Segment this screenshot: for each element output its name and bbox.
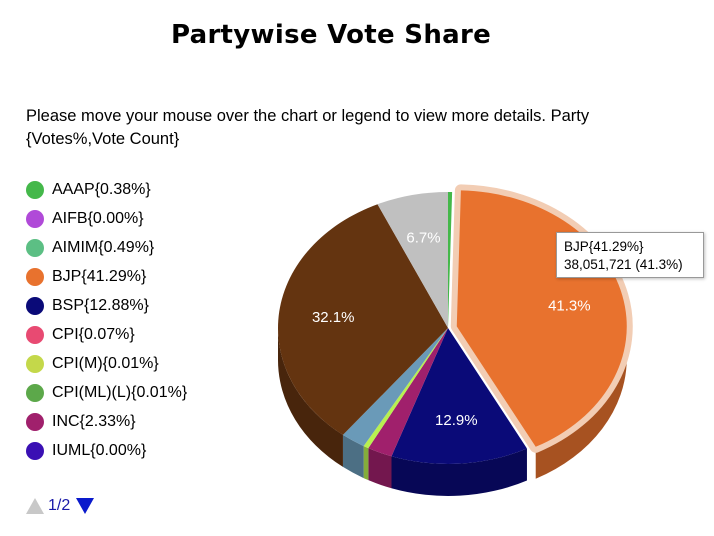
legend-label: CPI(M){0.01%} <box>52 354 159 372</box>
legend-label: IUML{0.00%} <box>52 441 147 459</box>
legend-swatch <box>26 296 44 315</box>
legend-label: INC{2.33%} <box>52 412 136 430</box>
chart-tooltip: BJP{41.29%} 38,051,721 (41.3%) <box>556 232 704 278</box>
legend-label: CPI{0.07%} <box>52 325 135 343</box>
pie-slice[interactable] <box>278 204 448 435</box>
pager-up-icon <box>26 498 44 514</box>
legend-swatch <box>26 238 44 257</box>
pie-slice[interactable] <box>448 192 453 328</box>
legend-item-aaap[interactable]: AAAP{0.38%} <box>26 175 187 204</box>
pie-slice[interactable] <box>342 328 448 447</box>
legend-swatch <box>26 267 44 286</box>
legend-item-aifb[interactable]: AIFB{0.00%} <box>26 204 187 233</box>
legend-item-cpi[interactable]: CPI{0.07%} <box>26 320 187 349</box>
pie-slice-side[interactable] <box>342 434 364 479</box>
legend-item-bsp[interactable]: BSP{12.88%} <box>26 291 187 320</box>
pie-slice[interactable] <box>391 328 527 464</box>
legend-item-iuml[interactable]: IUML{0.00%} <box>26 436 187 465</box>
legend-item-aimim[interactable]: AIMIM{0.49%} <box>26 233 187 262</box>
legend-swatch <box>26 441 44 460</box>
legend-pager: 1/2 <box>26 497 95 515</box>
legend-swatch <box>26 354 44 373</box>
tooltip-votes: 38,051,721 (41.3%) <box>564 257 683 272</box>
pie-slice-side[interactable] <box>391 448 527 496</box>
pie-slice-label: 32.1% <box>312 309 355 326</box>
pie-slice[interactable] <box>368 328 448 457</box>
legend-swatch <box>26 412 44 431</box>
legend-label: AIFB{0.00%} <box>52 209 144 227</box>
tooltip-party: BJP{41.29%} <box>564 239 644 254</box>
instructions-text: Please move your mouse over the chart or… <box>26 107 590 148</box>
legend-label: CPI(ML)(L){0.01%} <box>52 383 188 401</box>
legend-item-cpi-ml-l[interactable]: CPI(ML)(L){0.01%} <box>26 378 187 407</box>
legend-item-inc[interactable]: INC{2.33%} <box>26 407 187 436</box>
legend-label: AAAP{0.38%} <box>52 180 151 198</box>
legend-item-bjp[interactable]: BJP{41.29%} <box>26 262 187 291</box>
pie-slice-label: 12.9% <box>435 412 478 429</box>
legend: AAAP{0.38%} AIFB{0.00%} AIMIM{0.49%} BJP… <box>26 175 187 465</box>
legend-swatch <box>26 209 44 228</box>
pie-slice-side[interactable] <box>368 448 392 489</box>
legend-label: BJP{41.29%} <box>52 267 147 285</box>
legend-item-cpi-m[interactable]: CPI(M){0.01%} <box>26 349 187 378</box>
pie-slice[interactable] <box>363 328 448 449</box>
pie-slice-side[interactable] <box>363 446 369 481</box>
legend-swatch <box>26 325 44 344</box>
legend-swatch <box>26 383 44 402</box>
pie-slice-label: 6.7% <box>406 230 440 247</box>
pie-slice[interactable] <box>377 192 448 328</box>
pie-slice-side[interactable] <box>278 328 343 467</box>
pager-down-icon[interactable] <box>76 498 95 514</box>
pager-page-number: 1/2 <box>48 497 71 514</box>
legend-label: BSP{12.88%} <box>52 296 149 314</box>
chart-title: Partywise Vote Share <box>170 20 492 50</box>
pie-slice-label: 41.3% <box>548 297 591 314</box>
legend-label: AIMIM{0.49%} <box>52 238 155 256</box>
legend-swatch <box>26 180 44 199</box>
pie-labels[interactable]: 41.3% 12.9% 32.1% 6.7% <box>312 230 591 430</box>
